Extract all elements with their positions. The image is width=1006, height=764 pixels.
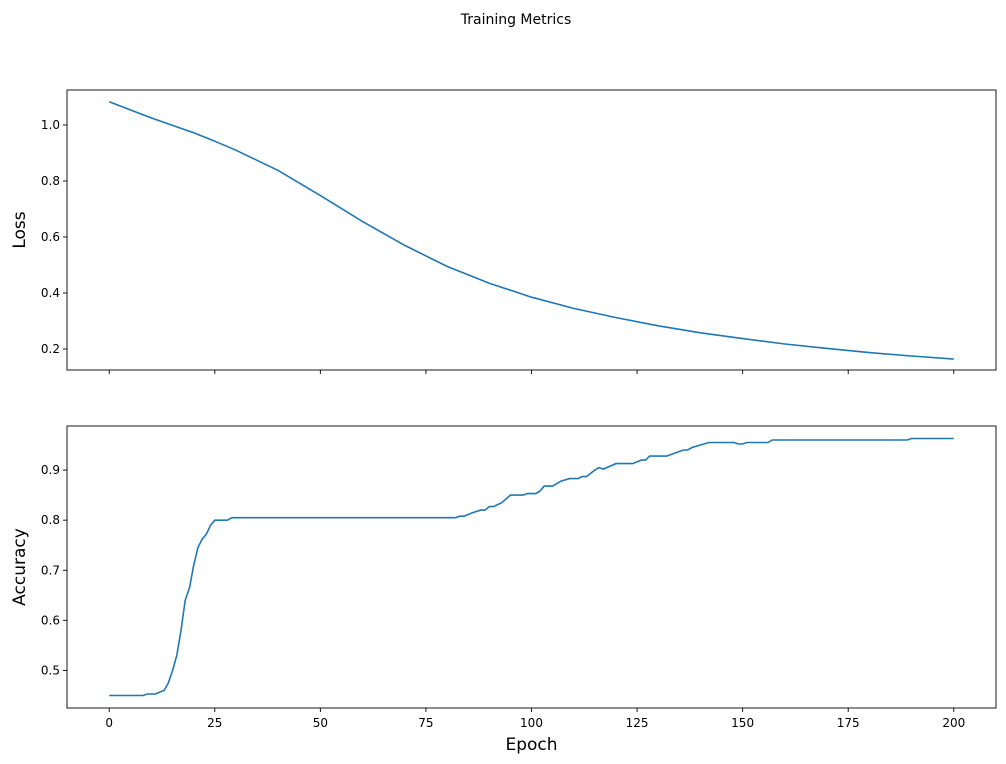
x-tick-label: 150 [731,716,754,730]
y-tick-label: 0.9 [41,463,60,477]
y-axis-label: Loss [10,211,30,248]
x-tick-label: 50 [313,716,328,730]
series-line-loss [108,101,954,360]
x-axis-label: Epoch [505,735,557,755]
y-tick-label: 1.0 [41,118,60,132]
axes-frame [66,89,997,371]
y-tick-label: 0.8 [41,174,60,188]
y-tick-label: 0.4 [41,286,60,300]
loss-axes: 0.2 0.4 0.6 0.8 1.0 Loss [10,89,997,374]
y-tick-label: 0.2 [41,342,60,356]
x-tick-label: 125 [626,716,649,730]
y-tick-label: 0.6 [41,613,60,627]
y-tick-label: 0.8 [41,513,60,527]
x-tick-label: 25 [207,716,222,730]
x-tick-label: 100 [520,716,543,730]
y-tick-label: 0.5 [41,663,60,677]
y-axis-label: Accuracy [10,528,30,606]
x-tick-label: 0 [105,716,113,730]
accuracy-axes: 0 25 50 75 100 125 150 175 200 0.5 0.6 0.7 0.8 0.9 Acc… [10,425,997,755]
x-tick-label: 175 [837,716,860,730]
y-tick-label: 0.6 [41,230,60,244]
x-tick-label: 200 [942,716,965,730]
axes-frame [66,425,997,709]
x-tick-label: 75 [418,716,433,730]
series-line-accuracy [109,437,954,697]
y-tick-label: 0.7 [41,563,60,577]
figure-title: Training Metrics [460,12,572,28]
